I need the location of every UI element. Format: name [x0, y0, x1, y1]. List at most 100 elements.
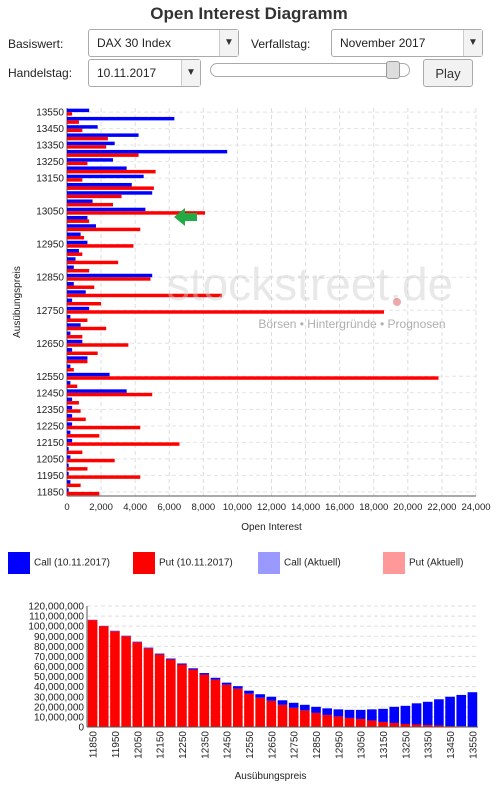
- y-tick-label: 13250: [36, 157, 64, 168]
- legend-swatch: [383, 552, 405, 574]
- call-bar: [67, 463, 69, 468]
- call-bar: [67, 306, 90, 311]
- legend-item-call-current-day[interactable]: Call (10.11.2017): [8, 552, 110, 574]
- y-tick-label: 40,000,000: [34, 682, 84, 693]
- date-slider[interactable]: [210, 61, 410, 79]
- put-bar: [177, 664, 187, 727]
- call-bar: [67, 232, 81, 236]
- basiswert-select[interactable]: DAX 30 Index ▼: [88, 29, 239, 57]
- legend-item-put-current-day[interactable]: Put (10.11.2017): [133, 552, 233, 574]
- legend-swatch: [133, 552, 155, 574]
- call-bar: [67, 182, 132, 187]
- put-bar: [67, 392, 153, 397]
- y-tick-label: 12750: [36, 306, 64, 317]
- call-bar: [422, 701, 433, 725]
- x-tick-label: 13450: [446, 731, 457, 759]
- call-bar: [67, 158, 114, 162]
- x-tick-label: 12750: [290, 731, 301, 759]
- chevron-down-icon: ▼: [463, 30, 482, 56]
- x-tick-label: 12250: [178, 731, 189, 759]
- call-bar: [67, 282, 74, 286]
- call-bar: [67, 116, 175, 121]
- cumulative-chart: 010,000,00020,000,00030,000,00040,000,00…: [28, 602, 479, 783]
- x-tick-label: 13150: [379, 731, 390, 759]
- x-tick-label: 18,000: [359, 502, 388, 513]
- legend-item-put-aktuell[interactable]: Put (Aktuell): [383, 552, 463, 574]
- handelstag-value: 10.11.2017: [97, 66, 157, 80]
- put-bar: [67, 450, 83, 455]
- legend-label: Put (10.11.2017): [159, 557, 233, 569]
- y-axis-title: Ausübungspreis: [12, 266, 23, 338]
- x-tick-label: 0: [64, 502, 69, 513]
- put-bar: [411, 724, 422, 727]
- x-tick-label: 12150: [156, 731, 167, 759]
- put-bar: [121, 636, 131, 727]
- put-bar: [67, 491, 100, 496]
- y-tick-label: 13350: [36, 141, 64, 152]
- call-bar: [300, 704, 310, 711]
- put-bar: [67, 458, 115, 463]
- x-tick-label: 13050: [357, 731, 368, 759]
- call-bar: [67, 249, 79, 253]
- put-bar: [67, 186, 154, 190]
- put-bar: [143, 648, 154, 727]
- put-bar: [67, 483, 81, 488]
- legend-swatch: [258, 552, 280, 574]
- put-bar: [322, 714, 332, 727]
- legend-item-call-aktuell[interactable]: Call (Aktuell): [258, 552, 341, 574]
- y-tick-label: 60,000,000: [34, 662, 84, 673]
- call-bar: [221, 682, 232, 685]
- put-bar: [288, 707, 299, 727]
- call-bar: [67, 315, 71, 319]
- put-bar: [311, 712, 321, 727]
- slider-handle[interactable]: [385, 61, 400, 79]
- basiswert-value: DAX 30 Index: [97, 36, 172, 50]
- verfallstag-label: Verfallstag:: [251, 37, 311, 51]
- put-bar: [67, 310, 384, 314]
- play-button[interactable]: Play: [423, 59, 473, 87]
- x-tick-label: 12450: [223, 731, 234, 759]
- y-tick-label: 12050: [36, 454, 64, 465]
- call-bar: [67, 348, 73, 352]
- handelstag-select[interactable]: 10.11.2017 ▼: [88, 59, 201, 87]
- verfallstag-select[interactable]: November 2017 ▼: [331, 29, 483, 57]
- put-bar: [400, 723, 411, 727]
- call-bar: [67, 174, 144, 179]
- call-bar: [389, 706, 400, 723]
- call-bar: [355, 709, 366, 719]
- y-tick-label: 12550: [36, 372, 64, 383]
- put-bar: [67, 178, 83, 182]
- y-tick-label: 80,000,000: [34, 642, 84, 653]
- y-tick-label: 30,000,000: [34, 692, 84, 703]
- y-tick-label: 11850: [37, 487, 65, 498]
- call-bar: [67, 141, 115, 146]
- legend-label: Put (Aktuell): [409, 557, 464, 569]
- put-bar: [67, 401, 79, 405]
- call-bar: [67, 455, 71, 459]
- y-tick-label: 70,000,000: [34, 652, 84, 663]
- y-tick-label: 10,000,000: [34, 712, 84, 723]
- call-bar: [400, 705, 411, 724]
- call-bar: [333, 709, 344, 717]
- call-bar: [132, 641, 143, 643]
- y-tick-label: 12250: [36, 421, 64, 432]
- chevron-down-icon: ▼: [219, 30, 238, 56]
- put-bar: [210, 679, 221, 727]
- put-bar: [221, 684, 232, 727]
- put-bar: [422, 724, 433, 727]
- x-tick-label: 12550: [245, 731, 256, 759]
- put-bar: [67, 268, 90, 273]
- call-bar: [67, 323, 81, 327]
- call-bar: [165, 658, 176, 660]
- put-bar: [67, 227, 141, 232]
- put-bar: [344, 717, 355, 727]
- call-bar: [411, 703, 422, 725]
- put-bar: [67, 112, 73, 116]
- basiswert-label: Basiswert:: [8, 37, 64, 51]
- put-bar: [67, 169, 156, 174]
- y-tick-label: 13050: [36, 207, 64, 218]
- call-bar: [67, 438, 73, 443]
- call-bar: [467, 692, 478, 727]
- call-bar: [67, 381, 71, 385]
- put-bar: [98, 626, 109, 727]
